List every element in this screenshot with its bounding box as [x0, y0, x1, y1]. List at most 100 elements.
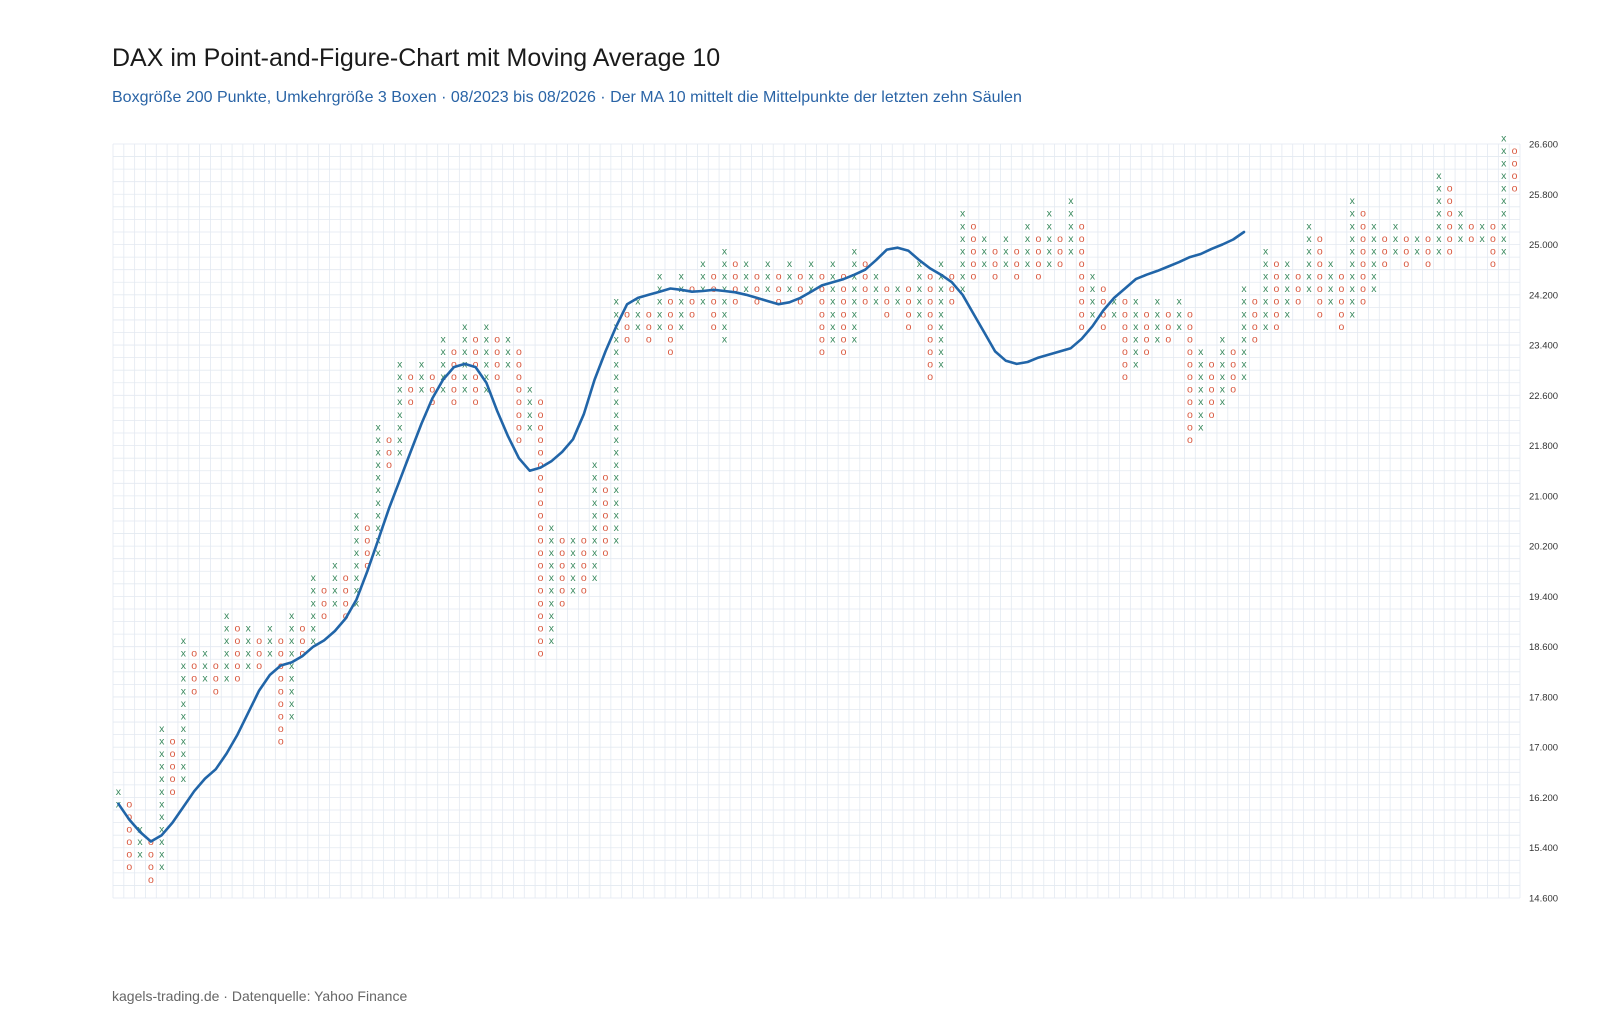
o-box: o: [1187, 421, 1193, 433]
x-column: xxx: [787, 258, 793, 295]
x-box: x: [570, 534, 576, 546]
o-box: o: [538, 610, 544, 622]
o-box: o: [1447, 245, 1453, 257]
x-box: x: [700, 271, 706, 283]
x-box: x: [1350, 271, 1356, 283]
o-box: o: [1382, 245, 1388, 257]
o-box: o: [906, 296, 912, 308]
o-box: o: [1338, 296, 1344, 308]
x-box: x: [592, 560, 598, 572]
o-box: o: [1165, 333, 1171, 345]
o-box: o: [473, 359, 479, 371]
x-box: x: [440, 333, 446, 345]
o-box: o: [1187, 359, 1193, 371]
o-box: o: [1230, 384, 1236, 396]
x-box: x: [1371, 220, 1377, 232]
y-tick-label: 25.800: [1529, 190, 1558, 201]
x-box: x: [484, 321, 490, 333]
x-box: x: [462, 371, 468, 383]
x-box: x: [614, 522, 620, 534]
x-box: x: [354, 509, 360, 521]
o-box: o: [603, 497, 609, 509]
x-box: x: [332, 597, 338, 609]
o-box: o: [624, 321, 630, 333]
x-box: x: [354, 547, 360, 559]
o-box: o: [1317, 296, 1323, 308]
o-box: o: [451, 346, 457, 358]
x-box: x: [181, 736, 187, 748]
x-box: x: [1306, 220, 1312, 232]
x-box: x: [376, 484, 382, 496]
o-box: o: [1360, 208, 1366, 220]
o-box: o: [819, 333, 825, 345]
x-box: x: [1306, 233, 1312, 245]
x-box: x: [1306, 271, 1312, 283]
o-box: o: [364, 547, 370, 559]
x-box: x: [679, 308, 685, 320]
x-box: x: [159, 811, 165, 823]
x-box: x: [1220, 359, 1226, 371]
x-box: x: [1241, 371, 1247, 383]
o-box: o: [299, 648, 305, 660]
x-box: x: [1436, 195, 1442, 207]
o-box: o: [1057, 258, 1063, 270]
x-box: x: [592, 522, 598, 534]
o-box: o: [1057, 245, 1063, 257]
x-column: xxx: [505, 333, 511, 370]
o-box: o: [538, 572, 544, 584]
o-box: o: [1512, 157, 1518, 169]
x-box: x: [570, 547, 576, 559]
x-box: x: [592, 509, 598, 521]
x-box: x: [1090, 308, 1096, 320]
o-box: o: [516, 396, 522, 408]
x-box: x: [224, 622, 230, 634]
x-box: x: [960, 220, 966, 232]
o-box: o: [429, 384, 435, 396]
x-box: x: [614, 359, 620, 371]
x-box: x: [917, 296, 923, 308]
o-column: ooo: [1014, 245, 1020, 282]
o-box: o: [1122, 321, 1128, 333]
o-box: o: [1079, 321, 1085, 333]
x-box: x: [614, 421, 620, 433]
x-box: x: [1415, 245, 1421, 257]
o-box: o: [949, 271, 955, 283]
x-box: x: [982, 245, 988, 257]
x-box: x: [614, 308, 620, 320]
o-box: o: [170, 761, 176, 773]
x-box: x: [1501, 170, 1507, 182]
x-column: xxx: [765, 258, 771, 295]
o-box: o: [538, 484, 544, 496]
o-box: o: [1122, 371, 1128, 383]
o-box: o: [992, 245, 998, 257]
o-box: o: [971, 233, 977, 245]
x-box: x: [354, 572, 360, 584]
o-box: o: [126, 849, 132, 861]
x-box: x: [938, 321, 944, 333]
o-box: o: [1317, 233, 1323, 245]
x-box: x: [1501, 195, 1507, 207]
o-box: o: [646, 321, 652, 333]
o-box: o: [862, 258, 868, 270]
o-box: o: [581, 534, 587, 546]
o-box: o: [538, 585, 544, 597]
o-column: ooo: [408, 371, 414, 408]
x-box: x: [787, 271, 793, 283]
x-box: x: [852, 245, 858, 257]
o-box: o: [776, 283, 782, 295]
o-box: o: [538, 434, 544, 446]
o-box: o: [819, 296, 825, 308]
o-box: o: [213, 660, 219, 672]
x-box: x: [1263, 296, 1269, 308]
x-box: x: [657, 308, 663, 320]
x-box: x: [722, 271, 728, 283]
o-box: o: [1035, 233, 1041, 245]
x-box: x: [938, 308, 944, 320]
